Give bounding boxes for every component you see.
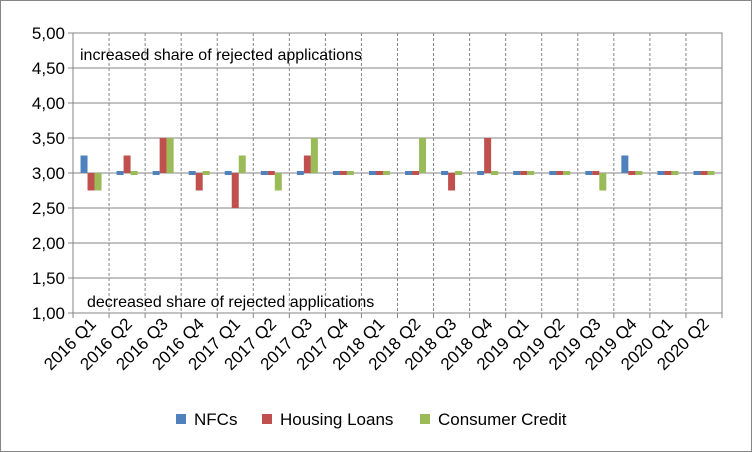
bar	[527, 171, 535, 175]
bar	[549, 171, 557, 175]
bar	[563, 171, 571, 175]
bar	[441, 171, 449, 175]
bar	[664, 171, 672, 175]
bar	[520, 171, 528, 175]
bar	[592, 171, 600, 175]
bar	[130, 171, 138, 175]
bar	[477, 171, 485, 175]
bar	[635, 171, 643, 175]
bar	[267, 171, 275, 175]
annotation-top: increased share of rejected applications	[80, 47, 362, 64]
bar	[707, 171, 715, 175]
bar	[700, 171, 708, 175]
legend-swatch	[176, 414, 186, 424]
y-tick-label: 1,50	[32, 269, 65, 288]
y-tick-label: 5,00	[32, 24, 65, 43]
bar	[346, 171, 354, 175]
bar	[382, 171, 390, 175]
bar	[188, 171, 196, 175]
bar	[412, 171, 420, 175]
bar	[621, 155, 629, 173]
bar	[202, 171, 210, 175]
bar	[513, 171, 521, 175]
bar	[628, 171, 636, 175]
bar	[405, 171, 413, 175]
bar	[231, 173, 239, 208]
y-axis: 1,00 1,50 2,00 2,50 3,00 3,50 4,00 4,50 5,00	[32, 24, 73, 323]
annotation-bottom: decreased share of rejected applications	[87, 294, 374, 311]
bar	[195, 173, 203, 191]
bar	[693, 171, 701, 175]
bar	[80, 155, 88, 173]
bar	[671, 171, 679, 175]
bar	[657, 171, 665, 175]
bar	[274, 173, 282, 191]
bar	[484, 138, 492, 173]
y-tick-label: 2,00	[32, 234, 65, 253]
y-tick-label: 3,50	[32, 129, 65, 148]
y-tick-label: 3,00	[32, 164, 65, 183]
legend: NFCs Housing Loans Consumer Credit	[176, 410, 567, 429]
bar	[491, 171, 499, 175]
legend-swatch	[420, 414, 430, 424]
bar	[159, 138, 167, 173]
bar	[260, 171, 268, 175]
y-tick-label: 4,00	[32, 94, 65, 113]
bar	[310, 138, 318, 173]
bar	[87, 173, 95, 191]
bar	[599, 173, 607, 191]
bar	[556, 171, 564, 175]
bar	[152, 171, 160, 175]
y-tick-label: 2,50	[32, 199, 65, 218]
bar	[585, 171, 593, 175]
bar	[166, 138, 174, 173]
bar	[368, 171, 376, 175]
bar	[455, 171, 463, 175]
bar	[339, 171, 347, 175]
bar	[296, 171, 304, 175]
legend-label: Consumer Credit	[438, 410, 567, 429]
bar	[448, 173, 456, 191]
bar	[224, 171, 232, 175]
legend-swatch	[262, 414, 272, 424]
legend-label: Housing Loans	[280, 410, 393, 429]
bar	[332, 171, 340, 175]
y-tick-label: 1,00	[32, 304, 65, 323]
bar	[375, 171, 383, 175]
bar	[123, 155, 131, 173]
bars	[80, 138, 715, 208]
y-tick-label: 4,50	[32, 59, 65, 78]
bar	[238, 155, 246, 173]
legend-label: NFCs	[194, 410, 237, 429]
bar	[303, 155, 311, 173]
bar	[94, 173, 102, 191]
bar	[419, 138, 427, 173]
bar	[116, 171, 124, 175]
